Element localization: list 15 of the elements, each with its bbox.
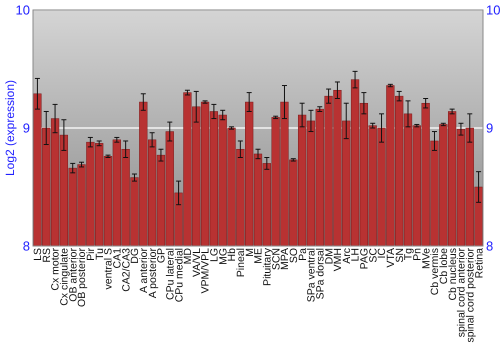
y2-tick-label: 9 xyxy=(486,120,494,136)
y2-tick-label: 10 xyxy=(486,2,500,18)
x-tick-label: SC xyxy=(367,248,380,263)
y-tick-label: 8 xyxy=(22,238,30,254)
x-tick-label: SPa dorsal xyxy=(314,248,326,300)
x-tick-label: CA1 xyxy=(112,248,124,268)
x-tick-label: RS xyxy=(40,248,53,263)
y-tick-label: 9 xyxy=(22,120,30,136)
y2-tick-label: 8 xyxy=(486,238,494,254)
x-tick-label: Arc xyxy=(340,248,353,264)
x-tick-label: Cb lobe xyxy=(438,248,450,284)
x-tick-label: SO xyxy=(288,248,300,264)
y-axis-title: Log2 (expression) xyxy=(3,80,18,176)
y-tick-label: 10 xyxy=(16,2,30,18)
x-tick-label: OB posterior xyxy=(76,248,88,307)
